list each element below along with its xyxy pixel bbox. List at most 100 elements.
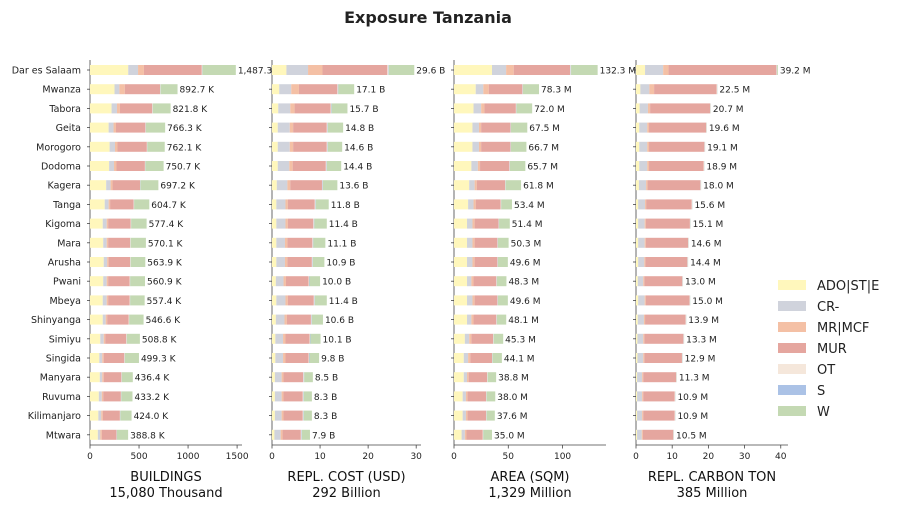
bar-segment	[473, 103, 482, 114]
bar-value-label: 11.8 B	[331, 201, 360, 211]
bar-segment	[636, 141, 640, 152]
bar-segment	[644, 333, 684, 344]
bar-segment	[483, 84, 489, 95]
bar-segment	[454, 410, 463, 421]
bar-segment	[129, 314, 144, 325]
bar-value-label: 11.1 B	[327, 239, 356, 249]
bar-value-label: 563.9 K	[147, 259, 183, 269]
bar-segment	[462, 410, 466, 421]
bar-segment	[646, 199, 692, 210]
region-label: Manyara	[40, 373, 81, 384]
bar-segment	[477, 161, 481, 171]
bar-segment	[102, 295, 107, 306]
bar-segment	[109, 141, 116, 152]
bar-segment	[275, 353, 284, 363]
bar-value-label: 17.1 B	[356, 86, 385, 96]
bar-segment	[272, 429, 275, 440]
bar-segment	[272, 84, 280, 95]
bar-value-label: 22.5 M	[719, 86, 750, 96]
x-tick-label: 30	[410, 452, 422, 462]
bar-segment	[454, 429, 462, 440]
x-tick-label: 50	[503, 452, 515, 462]
bar-segment	[467, 372, 469, 383]
bar-value-label: 546.6 K	[146, 316, 182, 326]
bar-segment	[282, 429, 301, 440]
bar-segment	[639, 161, 648, 171]
bar-value-label: 14.4 M	[690, 259, 721, 269]
bar-segment	[322, 65, 388, 75]
bar-segment	[505, 180, 522, 191]
bar-segment	[644, 353, 682, 363]
region-label: Dodoma	[41, 162, 81, 173]
bar-segment	[124, 353, 139, 363]
bar-segment	[108, 257, 131, 267]
bar-segment	[642, 391, 644, 402]
bar-value-label: 821.8 K	[173, 105, 209, 115]
bar-segment	[388, 65, 415, 75]
region-label: Kagera	[48, 181, 82, 192]
bar-segment	[315, 199, 329, 210]
bar-segment	[474, 257, 498, 267]
bar-segment	[636, 333, 638, 344]
bar-value-label: 49.6 M	[510, 297, 541, 307]
bar-segment	[116, 161, 145, 171]
bar-segment	[97, 429, 101, 440]
region-label: Simiyu	[49, 334, 81, 345]
bar-value-label: 78.3 M	[541, 86, 572, 96]
bar-segment	[509, 161, 526, 171]
bar-segment	[454, 353, 464, 363]
bar-segment	[294, 103, 331, 114]
bar-segment	[124, 84, 161, 95]
bar-segment	[90, 199, 105, 210]
bar-segment	[311, 314, 323, 325]
bar-value-label: 433.2 K	[134, 393, 170, 403]
bar-segment	[647, 122, 650, 133]
bar-value-label: 560.9 K	[147, 278, 183, 288]
bar-segment	[116, 103, 120, 114]
bar-segment	[276, 257, 285, 267]
bar-value-label: 9.8 B	[321, 355, 344, 365]
bar-segment	[649, 141, 705, 152]
bar-segment	[115, 122, 146, 133]
bar-segment	[637, 333, 644, 344]
bar-segment	[103, 333, 106, 344]
bar-segment	[285, 333, 310, 344]
bar-segment	[272, 276, 276, 287]
bar-segment	[272, 122, 278, 133]
bar-value-label: 499.3 K	[141, 355, 177, 365]
bar-segment	[454, 333, 465, 344]
bar-segment	[327, 141, 343, 152]
bar-segment	[90, 257, 104, 267]
region-label: Ruvuma	[42, 392, 81, 403]
bar-segment	[279, 84, 292, 95]
bar-segment	[472, 122, 479, 133]
bar-segment	[461, 429, 465, 440]
bar-segment	[471, 314, 474, 325]
bar-segment	[275, 314, 285, 325]
legend-swatch	[778, 343, 806, 353]
bar-segment	[90, 84, 115, 95]
bar-segment	[107, 257, 109, 267]
bar-segment	[649, 161, 704, 171]
bar-value-label: 13.9 M	[688, 316, 719, 326]
legend-swatch	[778, 406, 806, 416]
bar-segment	[326, 161, 342, 171]
bar-segment	[636, 218, 639, 229]
bar-value-label: 7.9 B	[312, 431, 335, 441]
bar-segment	[497, 295, 508, 306]
bar-value-label: 1,487.3	[238, 67, 272, 77]
bar-value-label: 20.7 M	[713, 105, 744, 115]
bar-segment	[511, 122, 528, 133]
bar-segment	[285, 199, 288, 210]
bar-segment	[99, 372, 103, 383]
bar-segment	[274, 410, 282, 421]
bar-segment	[471, 276, 474, 287]
bar-segment	[275, 333, 284, 344]
bar-segment	[287, 257, 312, 267]
bar-segment	[643, 391, 675, 402]
bar-segment	[285, 295, 288, 306]
x-tick-label: 10	[666, 452, 678, 462]
legend-swatch	[778, 364, 806, 374]
bar-segment	[493, 333, 504, 344]
bar-segment	[473, 199, 476, 210]
